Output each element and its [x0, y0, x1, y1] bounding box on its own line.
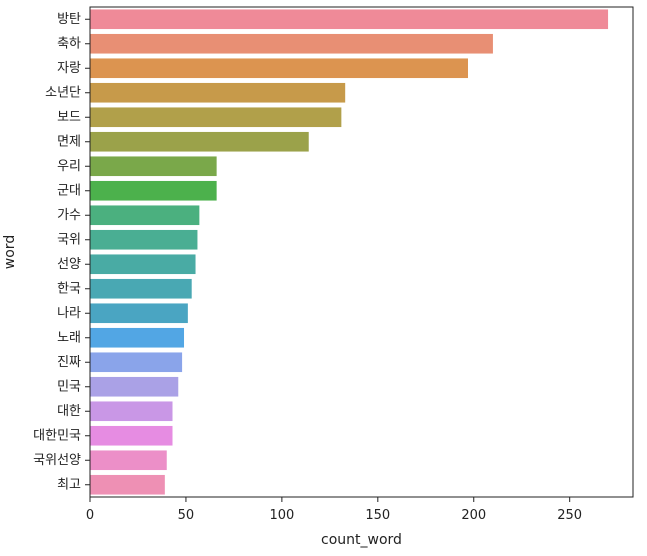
y-tick-label: 선양 — [57, 257, 81, 272]
y-tick-label: 노래 — [57, 330, 81, 345]
bar-9 — [90, 229, 198, 250]
y-tick-label: 자랑 — [57, 61, 81, 76]
bar-3 — [90, 82, 346, 103]
bar-0 — [90, 9, 609, 30]
x-tick-label: 200 — [461, 508, 486, 523]
bar-1 — [90, 33, 493, 54]
y-tick-label: 나라 — [57, 306, 81, 321]
x-tick-label: 250 — [557, 508, 582, 523]
y-tick-label: 한국 — [57, 281, 81, 296]
bar-2 — [90, 58, 468, 79]
y-tick-label: 축하 — [57, 36, 81, 51]
y-tick-label: 방탄 — [57, 12, 81, 27]
x-axis-ticks: 0 50 100 150 200 250 — [86, 497, 582, 523]
bar-4 — [90, 107, 342, 128]
bar-18 — [90, 450, 167, 471]
x-tick-label: 50 — [178, 508, 195, 523]
y-tick-label: 최고 — [57, 477, 81, 492]
plot-frame — [89, 6, 634, 498]
y-tick-label: 소년단 — [45, 85, 81, 100]
y-tick-label: 민국 — [57, 379, 81, 394]
bar-19 — [90, 474, 165, 495]
bar-16 — [90, 401, 173, 422]
bar-13 — [90, 327, 185, 348]
bar-7 — [90, 180, 217, 201]
y-tick-label: 우리 — [57, 159, 81, 174]
y-tick-label: 가수 — [57, 208, 81, 223]
y-tick-label: 대한 — [57, 404, 81, 419]
y-tick-label: 국위 — [57, 232, 81, 247]
x-tick-label: 0 — [86, 508, 94, 523]
x-tick-label: 100 — [269, 508, 294, 523]
y-tick-label: 국위선양 — [33, 453, 81, 468]
x-axis-label: count_word — [321, 532, 402, 548]
bars-group — [90, 9, 609, 495]
y-tick-label: 대한민국 — [33, 428, 81, 443]
bar-6 — [90, 156, 217, 177]
bar-12 — [90, 303, 188, 324]
y-tick-label: 진짜 — [57, 355, 81, 370]
bar-14 — [90, 352, 183, 373]
y-tick-label: 면제 — [57, 134, 81, 149]
y-tick-label: 군대 — [57, 183, 81, 198]
y-axis-label: word — [2, 235, 18, 269]
bar-5 — [90, 131, 309, 152]
bar-17 — [90, 425, 173, 446]
bar-11 — [90, 278, 192, 299]
bar-10 — [90, 254, 196, 275]
y-axis-ticks: 방탄축하자랑소년단보드면제우리군대가수국위선양한국나라노래진짜민국대한대한민국국… — [33, 12, 90, 492]
bar-15 — [90, 376, 179, 397]
x-tick-label: 150 — [365, 508, 390, 523]
y-tick-label: 보드 — [57, 110, 81, 125]
bar-8 — [90, 205, 200, 226]
